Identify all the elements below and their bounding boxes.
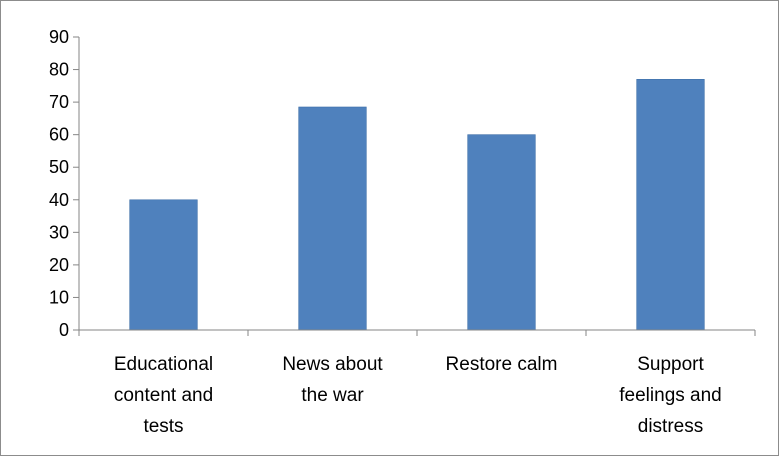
y-tick-label: 70 bbox=[49, 92, 69, 112]
bar bbox=[468, 135, 536, 330]
y-tick-label: 50 bbox=[49, 157, 69, 177]
y-tick-label: 10 bbox=[49, 287, 69, 307]
y-tick-label: 60 bbox=[49, 125, 69, 145]
bar bbox=[130, 200, 198, 330]
x-category-label-line: Restore calm bbox=[446, 354, 558, 375]
y-tick-label: 90 bbox=[49, 27, 69, 47]
y-tick-label: 80 bbox=[49, 60, 69, 80]
x-category-label-line: Educational bbox=[114, 354, 213, 375]
x-category-label-line: News about bbox=[282, 354, 383, 375]
bar bbox=[637, 79, 705, 330]
x-category-label-line: distress bbox=[638, 416, 703, 437]
x-category-label: Restore calm bbox=[446, 354, 558, 375]
y-tick-label: 0 bbox=[59, 320, 69, 340]
y-tick-label: 20 bbox=[49, 255, 69, 275]
bar bbox=[299, 107, 367, 330]
y-tick-label: 40 bbox=[49, 190, 69, 210]
x-category-label-line: tests bbox=[143, 416, 183, 437]
x-category-label-line: content and bbox=[114, 385, 213, 406]
x-category-label-line: the war bbox=[301, 385, 364, 406]
x-category-label-line: feelings and bbox=[619, 385, 721, 406]
x-category-label-line: Support bbox=[637, 354, 704, 375]
y-tick-label: 30 bbox=[49, 222, 69, 242]
